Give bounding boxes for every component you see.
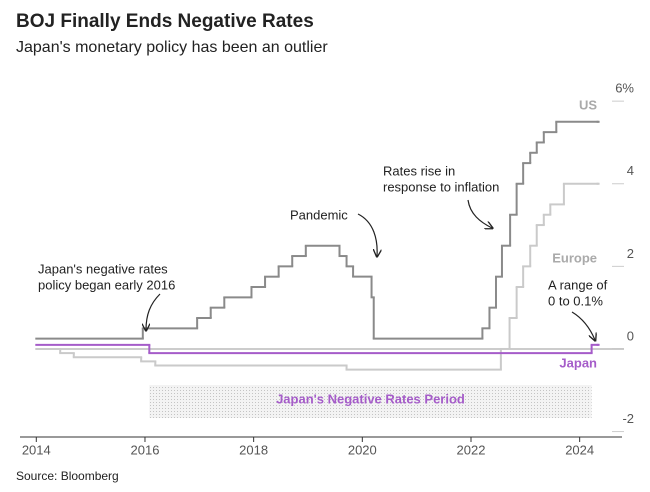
- annotation: policy began early 2016: [38, 277, 175, 292]
- shaded-period-label: Japan's Negative Rates Period: [276, 391, 465, 406]
- series-label: US: [579, 97, 597, 112]
- y-tick-label: 6%: [615, 81, 634, 96]
- arrow: [467, 199, 492, 228]
- source-note: Source: Bloomberg: [16, 469, 119, 483]
- arrow: [146, 293, 161, 330]
- annotation: response to inflation: [383, 179, 499, 194]
- chart-subtitle: Japan's monetary policy has been an outl…: [16, 39, 328, 56]
- annotation: A range of: [548, 277, 608, 292]
- annotation: Pandemic: [290, 207, 348, 222]
- shaded-period: [149, 385, 592, 418]
- annotation: Rates rise in: [383, 163, 455, 178]
- series-label: Europe: [552, 250, 597, 265]
- annotation: 0 to 0.1%: [548, 293, 603, 308]
- chart-title: BOJ Finally Ends Negative Rates: [16, 11, 314, 32]
- plot-area: Japan's Negative Rates Period 6% 4 2 0 -2 2014…: [20, 81, 634, 457]
- arrow: [357, 213, 377, 256]
- series-label: Japan: [559, 355, 597, 370]
- y-tick-label: -2: [622, 411, 634, 426]
- x-tick-label: 2018: [239, 442, 268, 457]
- x-tick-label: 2024: [565, 442, 594, 457]
- x-tick-label: 2022: [457, 442, 486, 457]
- y-tick-label: 0: [627, 328, 634, 343]
- arrow: [571, 311, 595, 340]
- annotation: Japan's negative rates: [38, 261, 168, 276]
- y-tick-label: 4: [627, 163, 634, 178]
- x-tick-label: 2014: [22, 442, 51, 457]
- x-tick-label: 2020: [348, 442, 377, 457]
- y-tick-label: 2: [627, 246, 634, 261]
- x-tick-label: 2016: [131, 442, 160, 457]
- annotation-arrows: [146, 199, 595, 340]
